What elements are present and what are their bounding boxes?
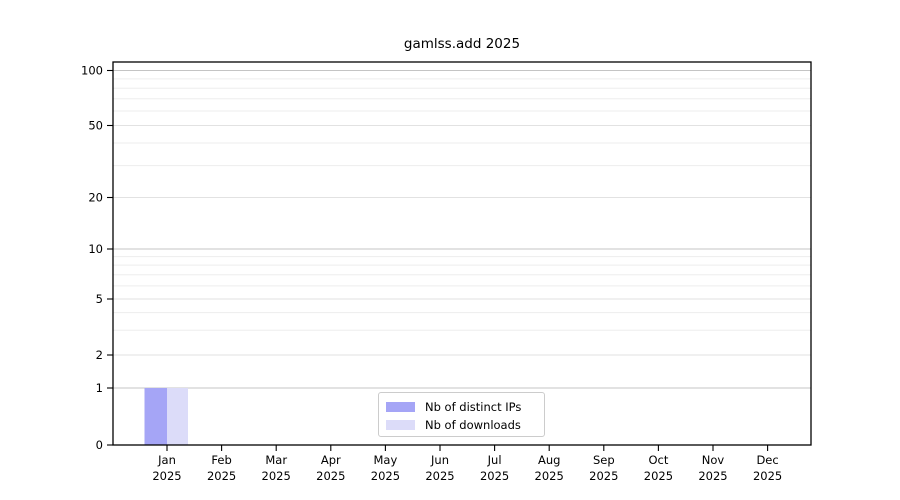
bars bbox=[144, 388, 188, 445]
legend-item-downloads: Nb of downloads bbox=[386, 416, 544, 434]
legend-swatch-downloads bbox=[386, 420, 415, 430]
x-axis: Jan 2025 Feb 2025 Mar 2025 Apr 2025 May 2025 Jun 20… bbox=[152, 445, 782, 483]
year-label: 2025 bbox=[589, 469, 618, 483]
month-label: Mar bbox=[265, 453, 287, 467]
year-label: 2025 bbox=[371, 469, 400, 483]
y-tick-label: 20 bbox=[88, 191, 103, 205]
y-tick-label: 2 bbox=[96, 348, 103, 362]
year-label: 2025 bbox=[480, 469, 509, 483]
month-label: Sep bbox=[593, 453, 615, 467]
bar-downloads bbox=[167, 388, 188, 445]
month-label: May bbox=[374, 453, 398, 467]
major-gridlines bbox=[113, 70, 811, 389]
year-label: 2025 bbox=[425, 469, 454, 483]
year-label: 2025 bbox=[316, 469, 345, 483]
year-label: 2025 bbox=[152, 469, 181, 483]
bar-distinct-ips bbox=[144, 388, 167, 445]
month-label: Aug bbox=[538, 453, 560, 467]
y-tick-label: 10 bbox=[88, 242, 103, 256]
y-tick-label: 50 bbox=[88, 119, 103, 133]
legend: Nb of distinct IPs Nb of downloads bbox=[378, 392, 545, 437]
month-label: Jan bbox=[157, 453, 176, 467]
y-tick-label: 1 bbox=[96, 381, 103, 395]
month-label: Jul bbox=[487, 453, 502, 467]
month-label: Apr bbox=[321, 453, 341, 467]
month-label: Dec bbox=[756, 453, 778, 467]
month-label: Feb bbox=[211, 453, 231, 467]
month-label: Jun bbox=[430, 453, 449, 467]
legend-item-distinct-ips: Nb of distinct IPs bbox=[386, 398, 544, 416]
axes-spines bbox=[112, 61, 812, 446]
minor-gridlines bbox=[113, 78, 811, 331]
legend-label-distinct-ips: Nb of distinct IPs bbox=[425, 400, 522, 414]
month-label: Oct bbox=[648, 453, 668, 467]
year-label: 2025 bbox=[753, 469, 782, 483]
y-tick-label: 5 bbox=[96, 292, 103, 306]
year-label: 2025 bbox=[644, 469, 673, 483]
legend-swatch-distinct-ips bbox=[386, 402, 415, 412]
y-tick-label: 100 bbox=[81, 64, 103, 78]
legend-label-downloads: Nb of downloads bbox=[425, 418, 521, 432]
chart-title: gamlss.add 2025 bbox=[403, 36, 521, 52]
y-axis: 0 1 2 5 10 20 50 100 bbox=[81, 64, 113, 452]
year-label: 2025 bbox=[262, 469, 291, 483]
year-label: 2025 bbox=[698, 469, 727, 483]
month-label: Nov bbox=[702, 453, 725, 467]
y-tick-label: 0 bbox=[96, 438, 103, 452]
year-label: 2025 bbox=[207, 469, 236, 483]
year-label: 2025 bbox=[535, 469, 564, 483]
